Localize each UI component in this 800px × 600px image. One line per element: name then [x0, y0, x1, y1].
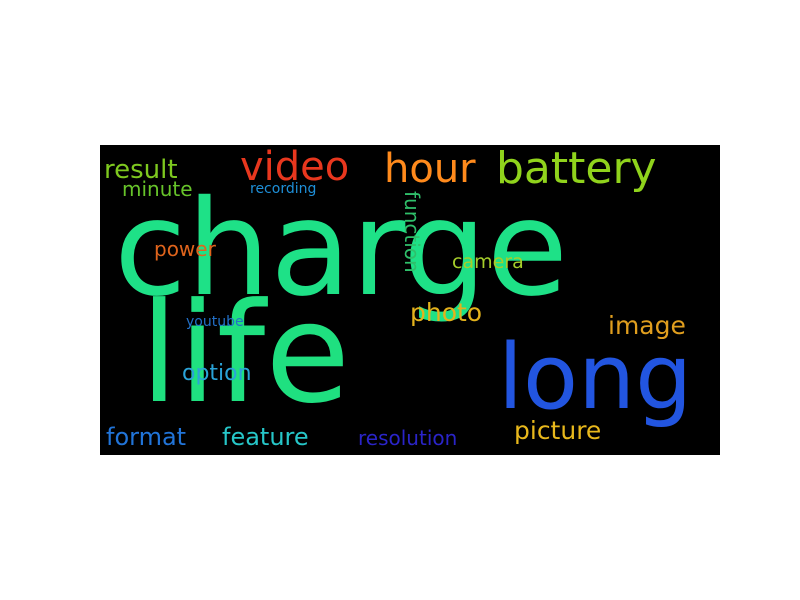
word-hour: hour [384, 146, 476, 192]
word-picture: picture [514, 416, 602, 445]
word-image: image [608, 311, 686, 340]
word-minute: minute [122, 177, 193, 201]
word-long: long [498, 325, 693, 430]
word-feature: feature [222, 423, 309, 451]
word-camera: camera [452, 251, 524, 273]
word-video: video [240, 145, 350, 190]
word-option: option [182, 361, 252, 386]
word-function: function [400, 191, 424, 273]
word-life: life [140, 273, 351, 434]
word-photo: photo [410, 298, 483, 327]
word-power: power [154, 237, 216, 261]
word-result: result [104, 155, 178, 185]
word-recording: recording [250, 181, 317, 197]
word-resolution: resolution [358, 426, 458, 450]
word-cloud-canvas: charge life long battery hour video resu… [100, 145, 720, 455]
word-youtube: youtube [186, 314, 244, 330]
word-format: format [106, 423, 187, 451]
word-battery: battery [496, 145, 657, 194]
word-charge: charge [114, 172, 569, 326]
